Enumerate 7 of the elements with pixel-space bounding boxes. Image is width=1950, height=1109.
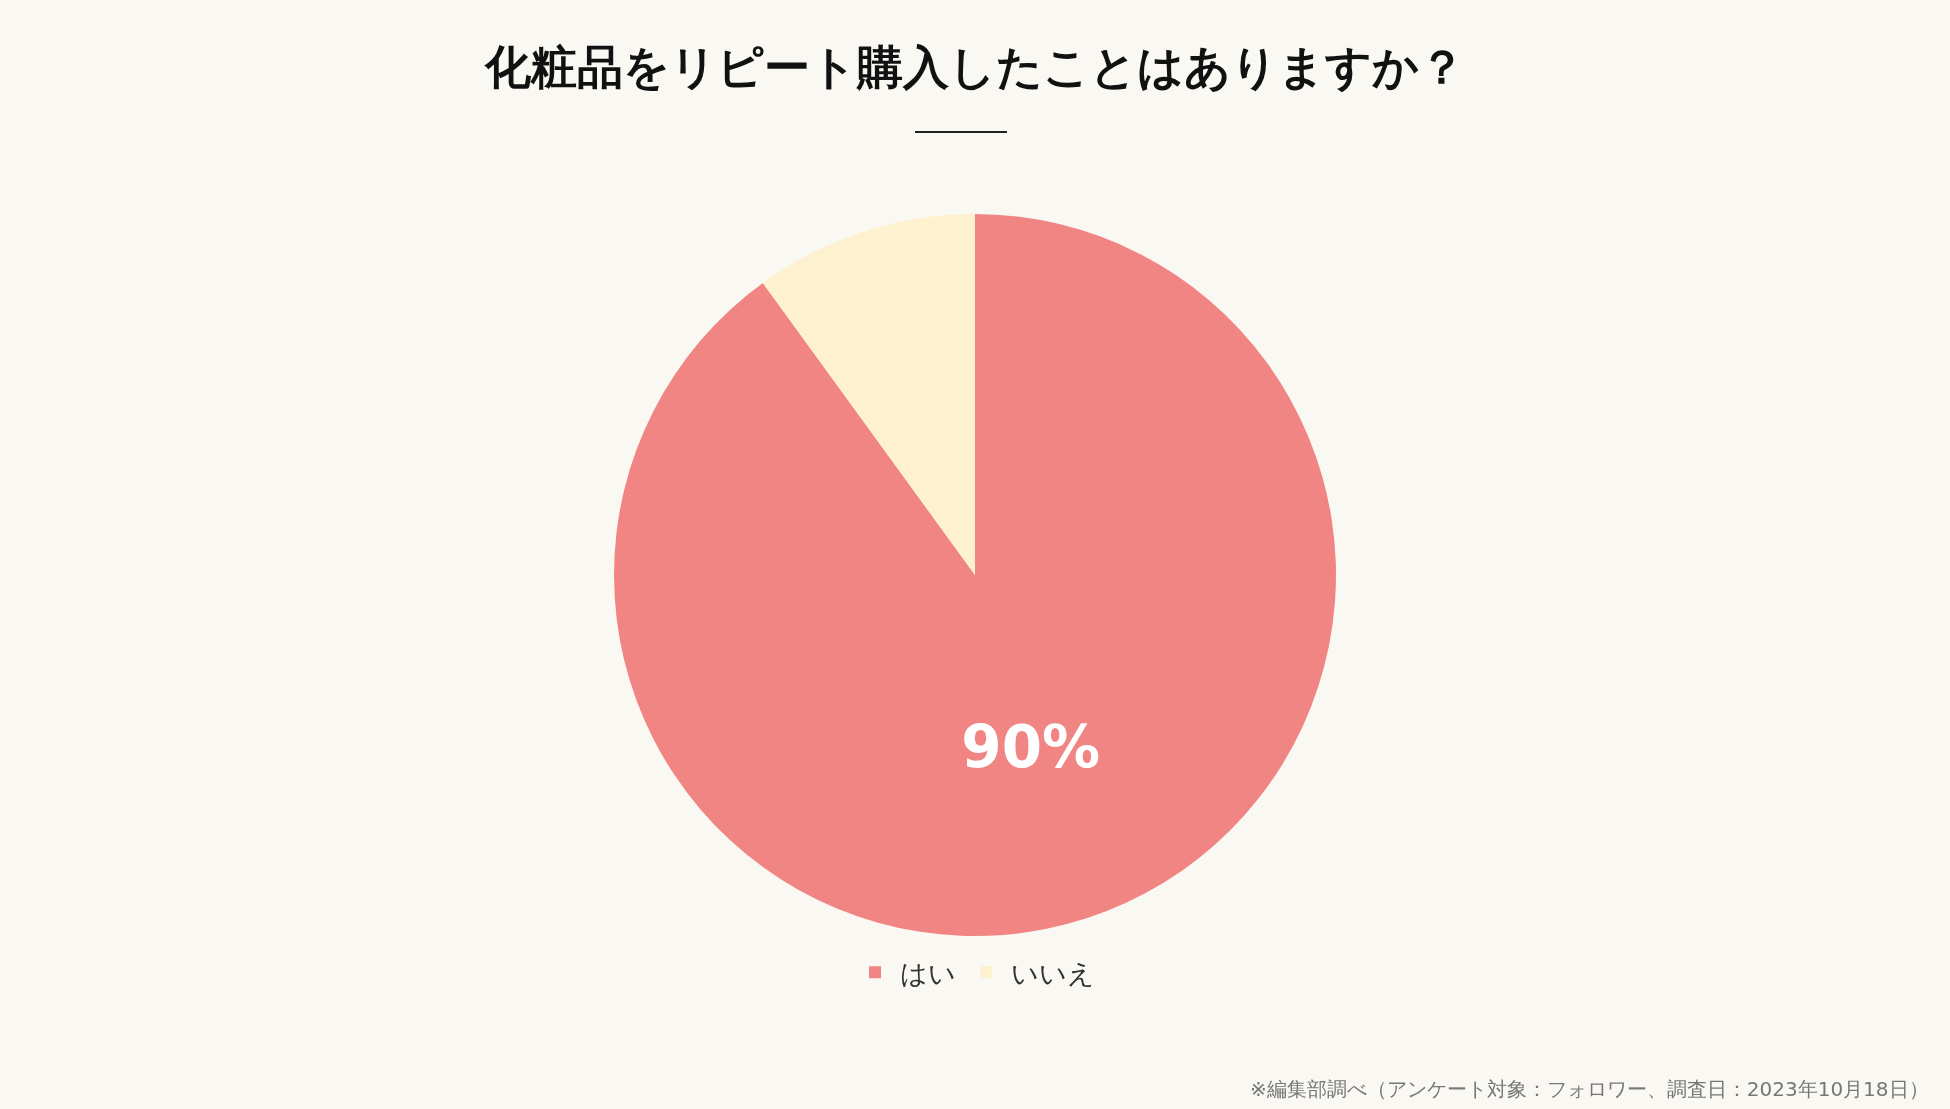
pie-slice [762, 214, 975, 576]
legend-label: いいえ [1011, 957, 1095, 989]
legend-label: はい [900, 957, 956, 989]
text: ※編集部調べ（アンケート対象：フォロワー、調査日：2023年10月18日） [1250, 1077, 1929, 1101]
pie-slice [614, 214, 1336, 936]
data-label: 90% [961, 712, 1101, 781]
chart-title: 化粧品をリピート購入したことはありますか？ [484, 39, 1465, 94]
